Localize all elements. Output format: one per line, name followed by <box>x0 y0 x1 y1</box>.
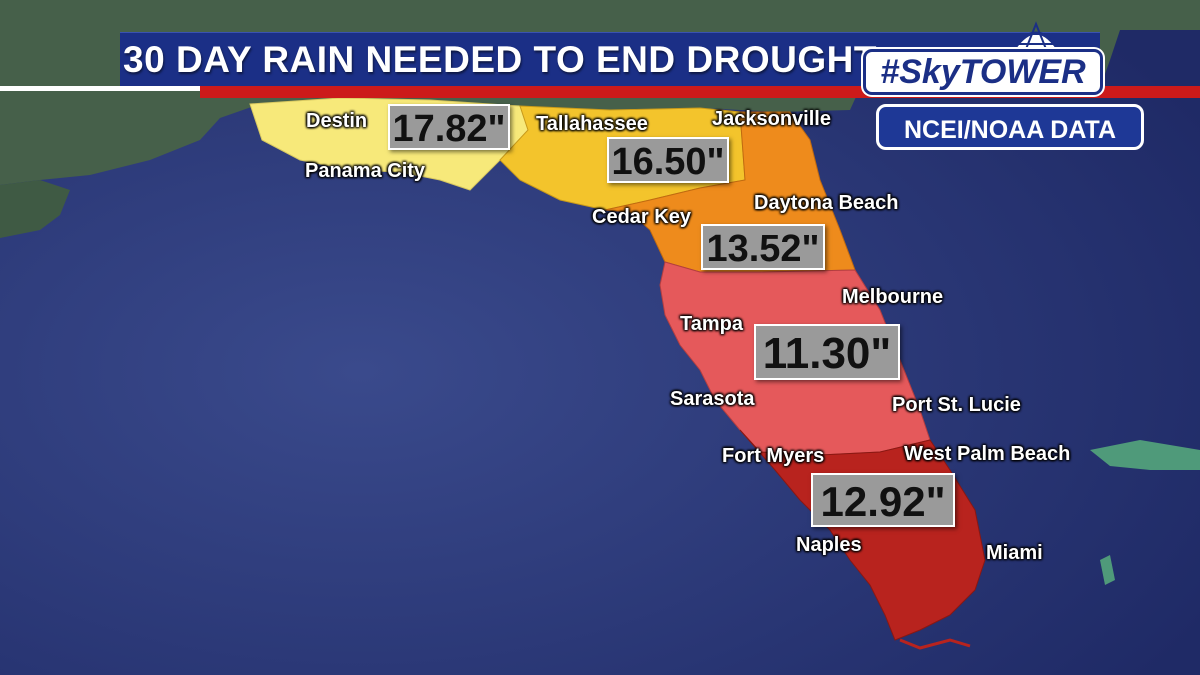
logo-text: #SkyTOWER <box>866 52 1100 92</box>
bahamas-island-small <box>1100 555 1115 585</box>
city-label-miami: Miami <box>986 542 1043 564</box>
city-label-naples: Naples <box>796 534 862 556</box>
value-box-south: 12.92" <box>811 473 955 527</box>
city-label-west-palm-beach: West Palm Beach <box>904 443 1071 465</box>
city-label-panama-city: Panama City <box>305 160 426 182</box>
city-label-tampa: Tampa <box>680 313 743 335</box>
tower-dome-icon <box>1008 21 1064 56</box>
city-label-sarasota: Sarasota <box>670 388 755 410</box>
city-label-tallahassee: Tallahassee <box>536 113 648 135</box>
city-label-fort-myers: Fort Myers <box>722 445 825 467</box>
city-label-jacksonville: Jacksonville <box>712 108 831 130</box>
source-badge: NCEI/NOAA DATA <box>876 104 1144 150</box>
title-underline-white <box>0 86 200 91</box>
city-label-cedar-key: Cedar Key <box>592 206 691 228</box>
page-title: 30 DAY RAIN NEEDED TO END DROUGHT <box>123 39 877 80</box>
skytower-logo: #SkyTOWER <box>866 16 1100 92</box>
value-box-central: 11.30" <box>754 324 900 380</box>
value-box-panhandle: 17.82" <box>388 104 510 150</box>
alabama-coast-land <box>0 180 70 238</box>
city-label-melbourne: Melbourne <box>842 286 944 308</box>
city-label-port-st-lucie: Port St. Lucie <box>892 394 1021 416</box>
city-label-destin: Destin <box>306 110 368 132</box>
value-box-big-bend: 16.50" <box>607 137 729 183</box>
city-label-daytona-beach: Daytona Beach <box>754 192 899 214</box>
bahamas-island <box>1090 440 1200 470</box>
florida-keys <box>899 638 971 650</box>
value-box-northeast: 13.52" <box>701 224 825 270</box>
